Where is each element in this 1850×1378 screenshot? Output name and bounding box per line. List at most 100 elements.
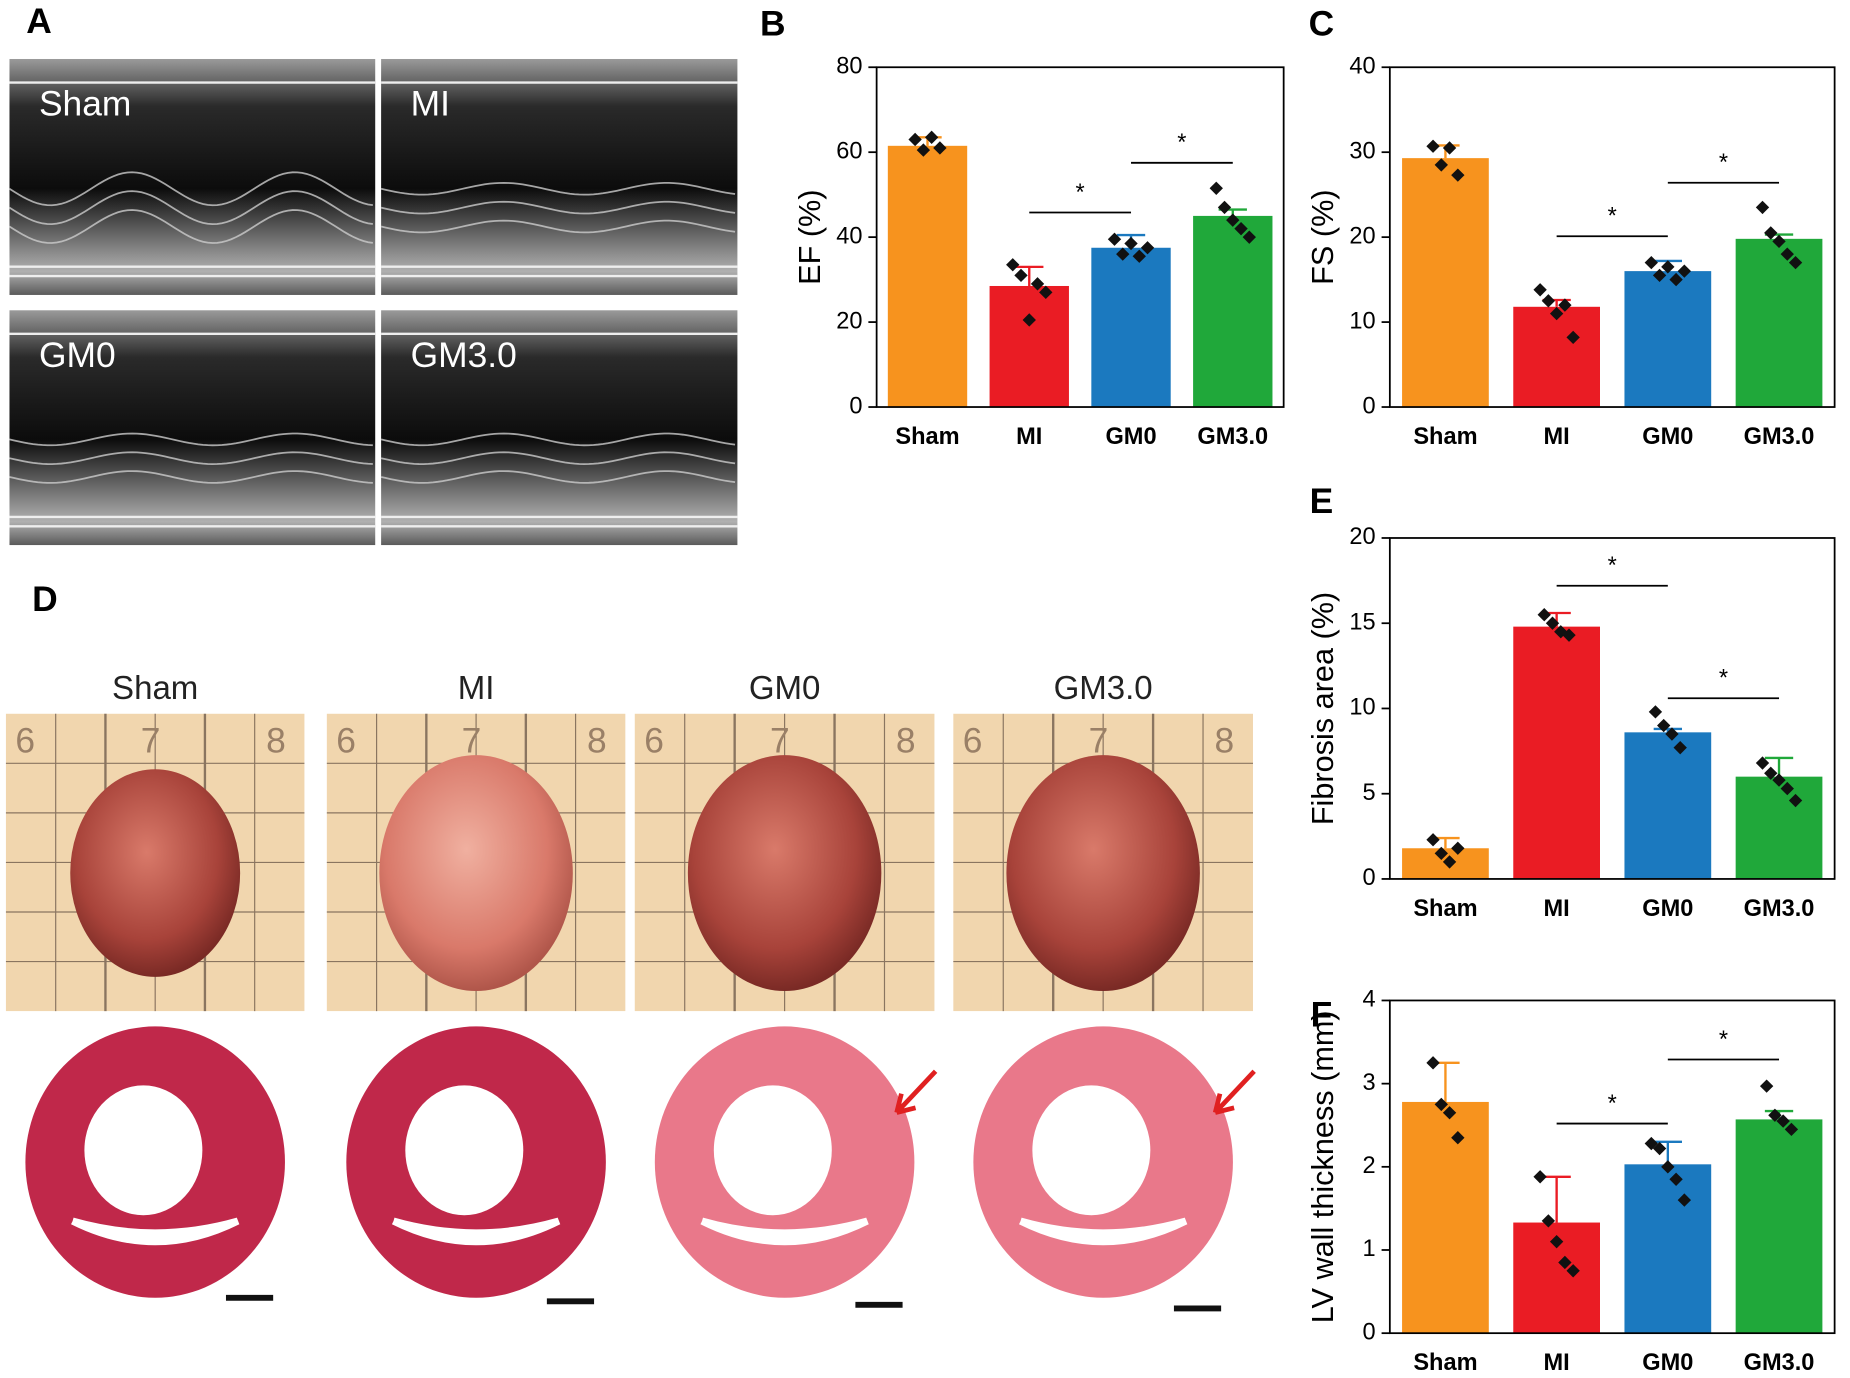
bar (1091, 247, 1171, 408)
data-point (1022, 313, 1036, 327)
significance-label: * (1608, 552, 1617, 578)
bar (1735, 776, 1823, 879)
x-tick-label: GM0 (1105, 423, 1156, 449)
x-tick-label: Sham (895, 423, 959, 449)
significance-label: * (1608, 203, 1617, 229)
heart-label: Sham (112, 669, 198, 706)
ruler-number: 7 (462, 722, 482, 761)
panel-letter: F (1311, 995, 1333, 1034)
y-axis-label: Fibrosis area (%) (1306, 592, 1340, 825)
x-tick-label: GM3.0 (1744, 423, 1815, 449)
echo-image (381, 58, 738, 295)
arrow (1212, 1069, 1256, 1115)
ruler-number: 7 (141, 722, 161, 761)
data-point (1784, 1122, 1799, 1137)
data-point (1661, 1160, 1675, 1174)
echo-trace (380, 219, 736, 234)
data-point (1014, 268, 1028, 283)
significance-label: * (1719, 1026, 1728, 1052)
y-axis-label: EF (%) (793, 189, 827, 284)
y-tick-label: 3 (1363, 1069, 1376, 1095)
bar (1402, 1101, 1489, 1334)
data-point (1648, 705, 1663, 719)
data-point (1665, 727, 1679, 741)
x-tick-label: GM0 (1642, 423, 1693, 449)
bar (1193, 215, 1273, 408)
section-lumen (84, 1085, 203, 1216)
data-point (1768, 1108, 1782, 1122)
ruler-number: 6 (963, 722, 983, 761)
data-point (1788, 793, 1803, 808)
section-lumen (700, 1217, 869, 1246)
data-point (1140, 241, 1155, 255)
panel-letter: B (760, 4, 786, 43)
bar (1513, 626, 1600, 879)
y-tick-label: 20 (836, 307, 862, 333)
y-tick-label: 80 (836, 52, 862, 78)
echo-trace (380, 451, 736, 465)
ruler-number: 8 (266, 722, 286, 761)
data-point (1657, 718, 1671, 733)
echo-label: MI (411, 85, 450, 124)
data-point (1209, 181, 1223, 195)
data-point (1242, 230, 1256, 244)
error-bar (1431, 1061, 1460, 1102)
data-point (1442, 1106, 1457, 1120)
data-point (1788, 255, 1803, 270)
bar (989, 285, 1069, 408)
ruler-number: 8 (896, 722, 916, 761)
y-tick-label: 0 (1363, 864, 1376, 890)
ruler-number: 8 (587, 722, 607, 761)
echo-trace (9, 171, 373, 207)
data-point (1451, 1131, 1465, 1145)
x-tick-label: Sham (1413, 895, 1477, 921)
x-tick-label: MI (1544, 895, 1570, 921)
bar (1624, 1164, 1712, 1334)
y-tick-label: 10 (1349, 307, 1375, 333)
y-tick-label: 40 (836, 222, 862, 248)
y-tick-label: 5 (1363, 779, 1376, 805)
ruler-number: 6 (15, 722, 35, 761)
bar (1735, 1119, 1823, 1334)
x-tick-label: GM0 (1642, 1349, 1693, 1375)
y-axis-label: LV wall thickness (mm) (1306, 1010, 1340, 1323)
error-bar (1542, 1175, 1571, 1223)
ruler-number: 8 (1214, 722, 1234, 761)
echo-image (9, 310, 376, 546)
ruler-number: 6 (336, 722, 356, 761)
heart (70, 769, 241, 977)
x-tick-label: MI (1544, 423, 1570, 449)
section-lumen (713, 1085, 832, 1216)
data-point (1451, 841, 1465, 855)
data-point (1549, 1235, 1564, 1249)
y-tick-label: 0 (1363, 392, 1376, 418)
heart-label: GM0 (749, 669, 821, 706)
data-point (1426, 833, 1440, 847)
y-tick-label: 0 (849, 392, 862, 418)
plot-frame (1388, 66, 1836, 408)
echo-label: Sham (39, 85, 131, 124)
bar (1735, 238, 1823, 408)
data-point (1541, 294, 1556, 308)
echo-trace (9, 190, 373, 226)
section-lumen (391, 1217, 561, 1246)
x-tick-label: GM3.0 (1744, 895, 1815, 921)
echo-trace (380, 432, 736, 447)
x-tick-label: GM0 (1642, 895, 1693, 921)
data-point (1537, 608, 1551, 622)
significance-label: * (1719, 149, 1728, 175)
arrow (894, 1069, 938, 1115)
y-tick-label: 20 (1349, 523, 1375, 549)
data-point (1764, 226, 1778, 240)
echo-label: GM0 (39, 336, 116, 375)
data-point (1124, 236, 1138, 251)
heart (1006, 755, 1200, 992)
data-point (1759, 1079, 1774, 1093)
data-point (1006, 258, 1020, 272)
y-tick-label: 0 (1363, 1318, 1376, 1344)
data-point (1451, 168, 1465, 182)
echo-trace (9, 470, 373, 484)
echo-trace (9, 451, 373, 465)
heart (379, 755, 573, 992)
y-tick-label: 4 (1363, 986, 1376, 1012)
